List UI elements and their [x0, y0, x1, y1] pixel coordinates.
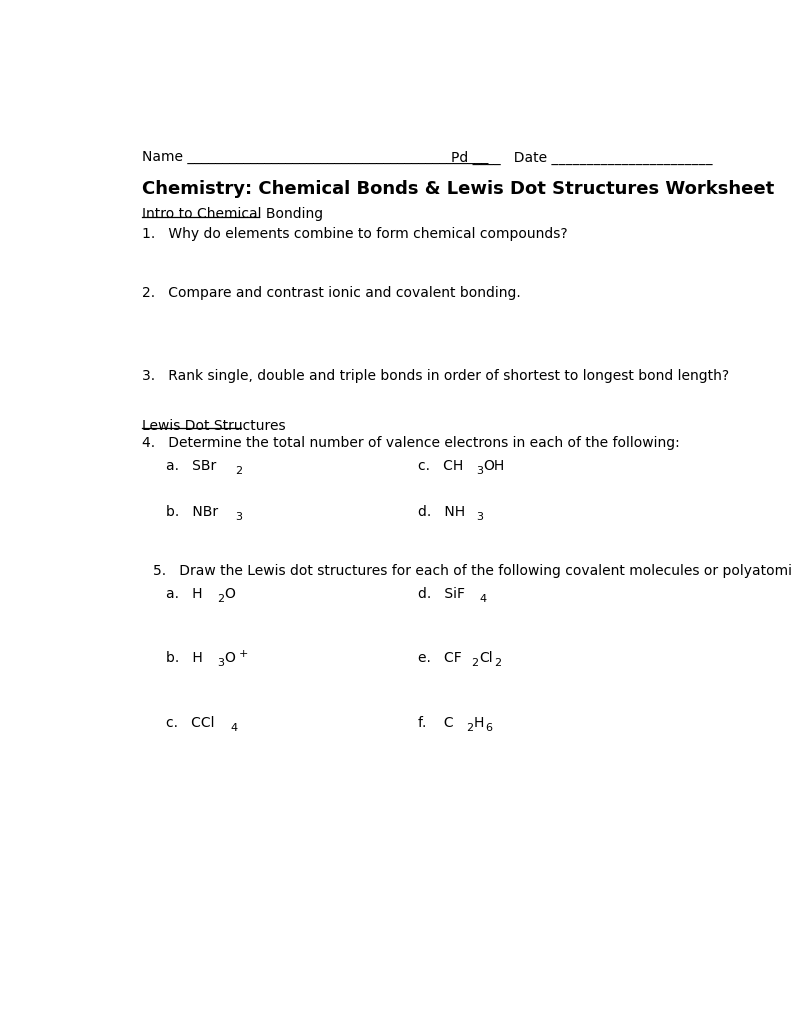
Text: 3: 3	[476, 512, 483, 521]
Text: 4.   Determine the total number of valence electrons in each of the following:: 4. Determine the total number of valence…	[142, 436, 679, 450]
Text: 4: 4	[231, 723, 238, 733]
Text: c.   CCl: c. CCl	[166, 716, 215, 730]
Text: a.   H: a. H	[166, 587, 202, 600]
Text: 3: 3	[218, 658, 224, 669]
Text: 2: 2	[218, 594, 225, 603]
Text: d.   SiF: d. SiF	[418, 587, 464, 600]
Text: 5.   Draw the Lewis dot structures for each of the following covalent molecules : 5. Draw the Lewis dot structures for eac…	[153, 564, 791, 579]
Text: 3: 3	[476, 466, 483, 476]
Text: 2: 2	[235, 466, 242, 476]
Text: 1.   Why do elements combine to form chemical compounds?: 1. Why do elements combine to form chemi…	[142, 227, 567, 241]
Text: b.   H: b. H	[166, 651, 203, 666]
Text: 2.   Compare and contrast ionic and covalent bonding.: 2. Compare and contrast ionic and covale…	[142, 286, 520, 300]
Text: 2: 2	[471, 658, 479, 669]
Text: b.   NBr: b. NBr	[166, 505, 218, 518]
Text: Cl: Cl	[479, 651, 493, 666]
Text: 3: 3	[236, 512, 243, 521]
Text: Intro to Chemical Bonding: Intro to Chemical Bonding	[142, 207, 323, 221]
Text: H: H	[474, 716, 484, 730]
Text: e.   CF: e. CF	[418, 651, 461, 666]
Text: Pd ____   Date _______________________: Pd ____ Date _______________________	[452, 151, 713, 165]
Text: 4: 4	[479, 594, 486, 603]
Text: a.   SBr: a. SBr	[166, 459, 217, 473]
Text: Name ___________________________________________: Name ___________________________________…	[142, 151, 488, 165]
Text: O: O	[225, 587, 236, 600]
Text: d.   NH: d. NH	[418, 505, 465, 518]
Text: c.   CH: c. CH	[418, 459, 463, 473]
Text: +: +	[239, 649, 248, 658]
Text: 3.   Rank single, double and triple bonds in order of shortest to longest bond l: 3. Rank single, double and triple bonds …	[142, 369, 729, 383]
Text: 6: 6	[486, 723, 493, 733]
Text: 2: 2	[494, 658, 501, 669]
Text: 2: 2	[466, 723, 473, 733]
Text: Chemistry: Chemical Bonds & Lewis Dot Structures Worksheet: Chemistry: Chemical Bonds & Lewis Dot St…	[142, 179, 774, 198]
Text: O: O	[225, 651, 236, 666]
Text: Lewis Dot Structures: Lewis Dot Structures	[142, 419, 286, 432]
Text: f.    C: f. C	[418, 716, 453, 730]
Text: OH: OH	[483, 459, 505, 473]
